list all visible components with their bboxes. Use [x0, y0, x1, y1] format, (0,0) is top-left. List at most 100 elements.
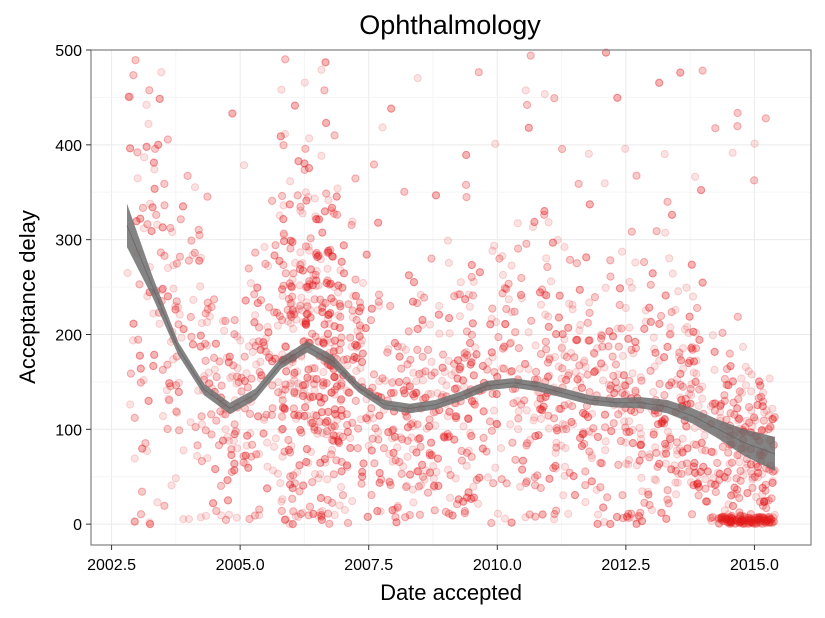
data-point [621, 144, 630, 153]
data-point [221, 515, 231, 525]
data-point [706, 514, 715, 523]
data-point [466, 429, 475, 438]
data-point [641, 317, 651, 326]
data-point [294, 383, 304, 392]
data-point [330, 405, 339, 414]
data-point [677, 395, 686, 404]
data-point [665, 432, 674, 441]
data-point [697, 438, 706, 447]
data-point [299, 389, 308, 398]
data-point [416, 290, 425, 299]
data-point [455, 312, 464, 321]
data-point [165, 396, 174, 405]
data-point [280, 237, 289, 246]
data-point [302, 196, 311, 205]
data-point [606, 256, 615, 265]
data-point [165, 379, 174, 388]
data-point [306, 265, 315, 274]
data-point [197, 420, 207, 429]
data-point [207, 410, 216, 419]
data-point [577, 441, 587, 451]
data-point [484, 357, 493, 367]
data-point [645, 303, 654, 312]
data-point [462, 150, 471, 160]
data-point [316, 493, 325, 503]
data-point [264, 261, 273, 271]
data-point [319, 379, 328, 388]
data-point [418, 352, 427, 361]
data-point [152, 210, 161, 219]
data-point [548, 238, 558, 247]
data-point [568, 300, 577, 309]
data-point [135, 280, 144, 289]
data-point [317, 515, 326, 525]
data-point [513, 397, 522, 406]
data-point [158, 365, 167, 374]
data-point [282, 367, 291, 376]
data-point [218, 436, 228, 445]
data-point [230, 459, 239, 468]
data-point [351, 396, 360, 405]
data-point [316, 458, 325, 467]
data-point [222, 353, 232, 362]
data-point [764, 411, 774, 420]
data-point [401, 513, 410, 522]
data-point [325, 519, 334, 528]
data-point [336, 302, 345, 311]
data-point [177, 333, 186, 342]
data-point [369, 370, 379, 379]
data-point [179, 515, 188, 524]
data-point [421, 393, 430, 402]
data-point [735, 494, 744, 503]
data-point [288, 494, 297, 503]
data-point [489, 479, 498, 488]
data-point [330, 336, 339, 345]
data-point [695, 385, 704, 394]
data-point [378, 374, 387, 383]
data-point [467, 494, 476, 503]
data-point [590, 368, 599, 377]
data-point [402, 482, 411, 492]
data-point [651, 443, 660, 452]
data-point [674, 469, 683, 478]
data-point [295, 409, 304, 419]
data-point [387, 389, 396, 398]
data-point [727, 458, 737, 467]
data-point [733, 312, 742, 321]
data-point [675, 348, 684, 357]
data-point [466, 338, 475, 348]
x-tick-label: 2005.0 [216, 557, 265, 574]
data-point [492, 390, 501, 399]
data-point [322, 430, 331, 439]
data-point [631, 258, 640, 267]
data-point [712, 480, 721, 489]
data-point [579, 427, 588, 437]
data-point [292, 315, 301, 324]
data-point [260, 415, 269, 424]
data-point [263, 484, 272, 493]
data-point [469, 371, 478, 380]
data-point [232, 379, 241, 388]
data-point [260, 243, 269, 252]
data-point [157, 68, 166, 77]
data-point [621, 303, 630, 313]
data-point [384, 345, 393, 354]
data-point [488, 353, 497, 362]
data-point [278, 452, 287, 461]
data-point [300, 159, 309, 168]
data-point [661, 439, 670, 448]
data-point [316, 393, 325, 402]
data-point [287, 298, 296, 307]
data-point [726, 409, 735, 418]
data-point [562, 352, 572, 362]
data-point [136, 214, 145, 223]
data-point [174, 303, 183, 312]
data-point [467, 260, 476, 270]
data-point [149, 158, 158, 167]
data-point [620, 380, 629, 389]
data-point [327, 388, 336, 397]
data-point [736, 466, 745, 476]
data-point [224, 436, 233, 445]
data-point [702, 497, 711, 506]
data-point [277, 497, 286, 506]
